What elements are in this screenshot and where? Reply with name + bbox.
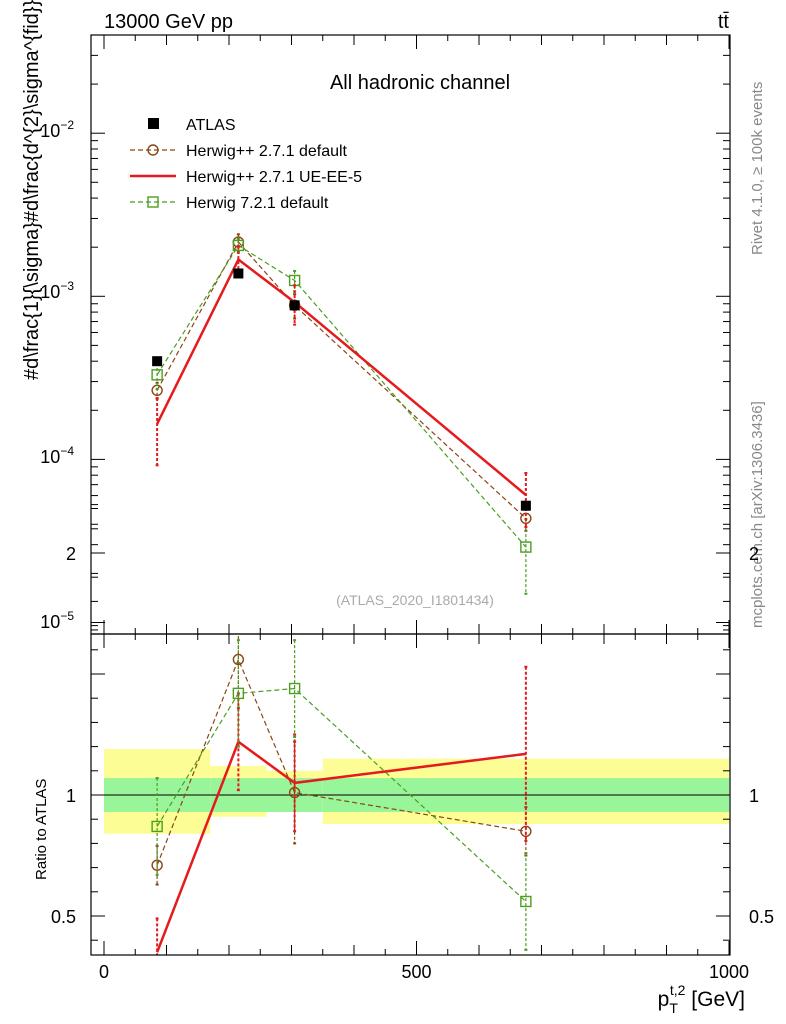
legend-label-3: Herwig 7.2.1 default	[186, 195, 329, 212]
analysis-id-label: (ATLAS_2020_I1801434)	[336, 592, 494, 608]
ratio-point-2-3	[520, 895, 532, 908]
chart-title: All hadronic channel	[330, 72, 510, 94]
ratio-series-group	[151, 634, 532, 955]
x-tick-label-0: 0	[99, 962, 109, 982]
ratio-ytick-label-right-2: 2	[749, 544, 759, 564]
ratio-line-1	[155, 739, 527, 953]
main-point-3-1	[232, 239, 245, 252]
y-tick-label-1e-4-exp: −4	[60, 444, 74, 458]
main-line-2	[156, 257, 527, 496]
rivet-version-label: Rivet 4.1.0, ≥ 100k events	[749, 82, 766, 255]
y-tick-label-1e-5-exp: −5	[60, 609, 74, 623]
main-series-1	[151, 233, 532, 532]
main-point-0-3	[520, 500, 531, 511]
y-tick-label-1e-3: 10−3	[40, 279, 74, 302]
axis-ticks	[91, 34, 730, 955]
x-tick-label-500: 500	[401, 962, 431, 982]
legend-marker-1	[147, 144, 159, 156]
y-tick-label-1e-4: 10−4	[40, 444, 74, 467]
legend-entry-3: Herwig 7.2.1 default	[130, 195, 329, 212]
legend-label-1: Herwig++ 2.7.1 default	[186, 143, 348, 160]
energy-label: 13000 GeV pp	[104, 11, 233, 33]
ratio-series-2	[151, 639, 532, 951]
main-point-3-3	[520, 541, 532, 553]
legend: ATLAS Herwig++ 2.7.1 default Herwig++ 2.7.…	[130, 117, 362, 212]
x-axis-label-sup: t,2	[670, 982, 686, 998]
main-point-0-1	[233, 268, 244, 279]
legend-entry-2: Herwig++ 2.7.1 UE-EE-5	[130, 169, 362, 186]
main-point-0-2	[289, 300, 300, 311]
main-point-3-0	[151, 369, 163, 381]
legend-marker-0	[148, 118, 159, 129]
x-axis-label-unit: [GeV]	[685, 988, 745, 1011]
ratio-ytick-label-2: 2	[66, 544, 76, 564]
y-tick-label-1e-5-base: 10	[40, 612, 60, 632]
y-tick-label-1e-2-exp: −2	[60, 118, 74, 132]
ratio-point-0-2	[288, 786, 301, 799]
main-line-3	[156, 244, 527, 548]
ratio-point-2-2	[288, 682, 301, 695]
main-y-axis-label: #d\frac{1}{\sigma}#d\frac{d^{2}\sigma^{f…	[21, 0, 43, 380]
y-tick-label-1e-2-base: 10	[40, 121, 60, 141]
ratio-line-2	[156, 687, 527, 902]
legend-marker-3	[147, 196, 159, 208]
x-axis-label: pTt,2 [GeV]	[658, 982, 745, 1016]
ratio-point-2-0	[151, 820, 163, 833]
main-series-0	[152, 268, 531, 511]
ratio-y-axis-label: Ratio to ATLAS	[33, 779, 50, 880]
ratio-uncertainty-bands	[104, 749, 729, 834]
ratio-series-0	[151, 634, 532, 886]
y-tick-label-1e-3-base: 10	[40, 282, 60, 302]
ratio-ytick-label-right-1: 1	[749, 786, 759, 806]
x-tick-label-1000: 1000	[709, 962, 749, 982]
x-axis-label-sub: T	[669, 1000, 678, 1016]
ratio-ytick-label-0-5: 0.5	[51, 907, 76, 927]
ratio-point-0-3	[520, 825, 532, 837]
ratio-point-2-1	[232, 687, 245, 700]
y-tick-label-1e-5: 10−5	[40, 609, 74, 632]
ratio-ytick-label-right-0-5: 0.5	[749, 907, 774, 927]
main-series-group	[151, 233, 532, 595]
process-label: tt̄	[718, 11, 730, 33]
main-series-3	[151, 237, 532, 595]
y-tick-label-1e-4-base: 10	[40, 447, 60, 467]
ratio-ytick-label-1: 1	[66, 786, 76, 806]
ratio-line-0	[156, 657, 526, 866]
y-tick-label-1e-3-exp: −3	[60, 279, 74, 293]
main-line-1	[156, 241, 527, 519]
legend-entry-1: Herwig++ 2.7.1 default	[130, 143, 348, 160]
y-tick-label-1e-2: 10−2	[40, 118, 74, 141]
legend-label-0: ATLAS	[186, 117, 236, 134]
mcplots-reference-label: mcplots.cern.ch [arXiv:1306.3436]	[749, 401, 766, 628]
legend-label-2: Herwig++ 2.7.1 UE-EE-5	[186, 169, 362, 186]
ratio-series-1	[155, 665, 528, 955]
ratio-point-0-1	[232, 653, 245, 666]
main-point-0-0	[152, 356, 163, 367]
legend-entry-0: ATLAS	[148, 117, 236, 134]
x-axis-label-p: p	[658, 988, 670, 1011]
